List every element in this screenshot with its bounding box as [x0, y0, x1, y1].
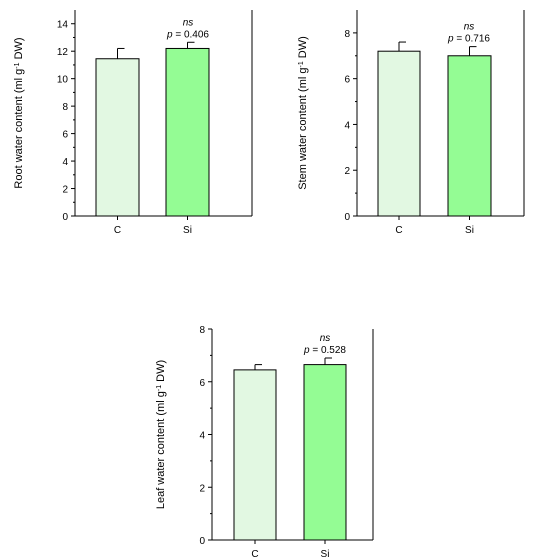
y-axis-label: Leaf water content (ml g-1 DW) — [155, 360, 167, 509]
y-axis-label-tail: DW) — [13, 37, 25, 62]
y-tick-label: 8 — [344, 29, 350, 40]
annotation-ns: ns — [320, 333, 331, 344]
annotation-p-value: p = 0.406 — [166, 29, 209, 40]
annotation-value: = 0.528 — [310, 345, 347, 356]
y-tick-label: 8 — [62, 102, 68, 113]
y-tick-label: 6 — [62, 130, 68, 141]
y-tick-label: 0 — [62, 212, 68, 223]
y-tick-label: 4 — [199, 431, 205, 442]
y-tick-label: 14 — [57, 20, 69, 31]
y-tick-label: 4 — [344, 120, 350, 131]
y-axis-label-main: Stem water content (ml g — [297, 68, 309, 190]
annotation-ns: ns — [183, 17, 194, 28]
y-tick-label: 0 — [199, 536, 205, 547]
y-tick-label: 10 — [57, 75, 69, 86]
annotation-ns: ns — [464, 22, 475, 33]
annotation-value: = 0.406 — [173, 29, 210, 40]
annotation-p: p — [303, 345, 310, 356]
chart-panel-1: 0 2 4 6 8 10 12 14 C Si Root water content (ml g-1… — [13, 10, 253, 236]
bar-c — [95, 58, 140, 217]
bar-si — [447, 55, 492, 217]
y-tick-label: 2 — [199, 483, 205, 494]
chart-panel-3: 0 2 4 6 8 C Si Leaf water content (ml g-1 DW) ns… — [155, 325, 374, 559]
y-axis-label: Stem water content (ml g-1 DW) — [297, 36, 309, 190]
y-tick-label: 4 — [62, 157, 68, 168]
x-tick-label-c: C — [114, 225, 121, 236]
y-tick-label: 12 — [57, 47, 69, 58]
y-tick-label: 6 — [344, 75, 350, 86]
y-axis-label: Root water content (ml g-1 DW) — [13, 37, 25, 188]
y-axis-label-main: Leaf water content (ml g — [155, 391, 167, 509]
annotation-p: p — [166, 29, 173, 40]
annotation-p: p — [447, 34, 454, 45]
y-axis-label-tail: DW) — [155, 360, 167, 385]
annotation-p-value: p = 0.528 — [303, 345, 346, 356]
x-tick-label-c: C — [251, 549, 258, 559]
bar-si — [303, 364, 347, 541]
y-tick-label: 6 — [199, 378, 205, 389]
y-tick-label: 2 — [62, 185, 68, 196]
y-tick-label: 8 — [199, 325, 205, 336]
y-tick-label: 2 — [344, 166, 350, 177]
x-tick-label-si: Si — [183, 225, 192, 236]
x-tick-label-si: Si — [465, 225, 474, 236]
x-tick-label-c: C — [395, 225, 402, 236]
y-axis-label-tail: DW) — [297, 36, 309, 61]
bar-c — [377, 50, 421, 217]
y-axis-label-sup: -1 — [298, 61, 305, 67]
chart-panel-2: 0 2 4 6 8 C Si Stem water content (ml g-1 DW) ns… — [297, 10, 525, 236]
y-tick-label: 0 — [344, 212, 350, 223]
y-axis-label-sup: -1 — [14, 62, 21, 68]
y-axis-label-sup: -1 — [156, 385, 163, 391]
bar-c — [233, 369, 277, 541]
y-axis-label-main: Root water content (ml g — [13, 69, 25, 189]
bar-si — [165, 47, 210, 217]
annotation-value: = 0.716 — [454, 34, 491, 45]
annotation-p-value: p = 0.716 — [447, 34, 490, 45]
x-tick-label-si: Si — [321, 549, 330, 559]
